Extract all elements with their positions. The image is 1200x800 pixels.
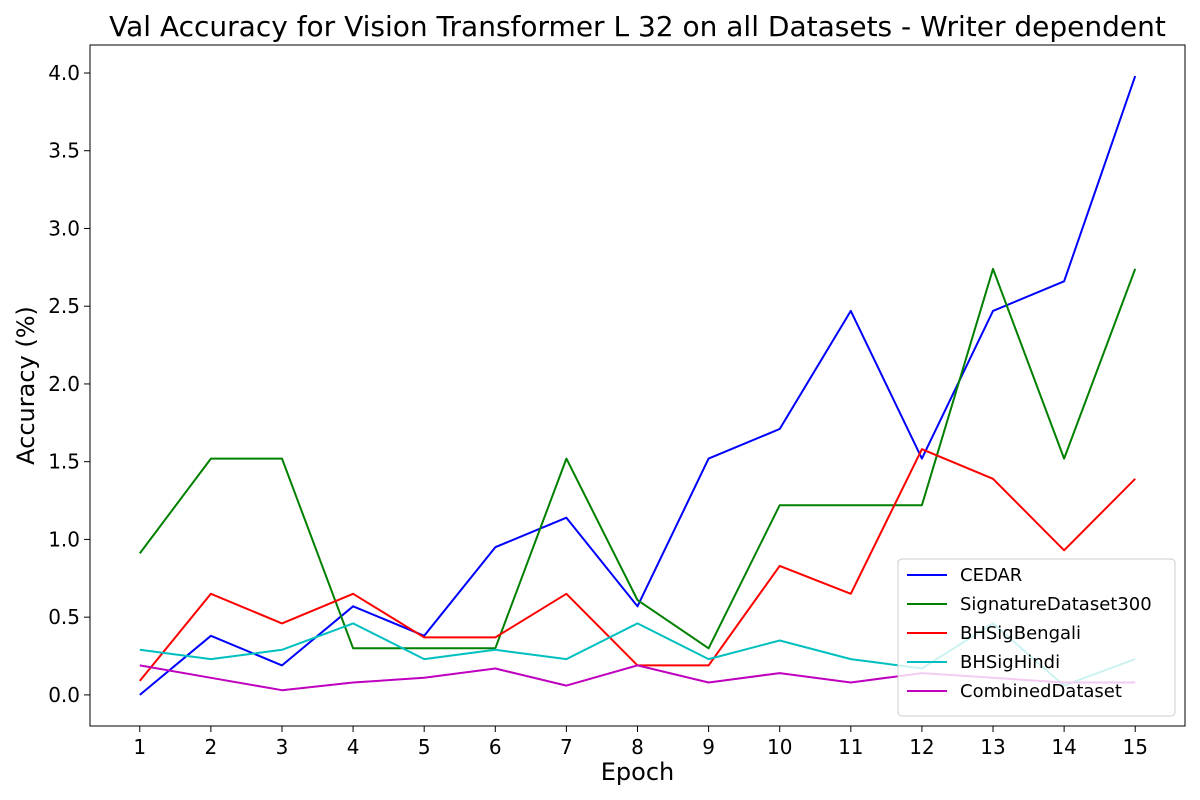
- x-tick-label: 9: [702, 735, 715, 759]
- x-tick-label: 5: [418, 735, 431, 759]
- x-tick-label: 12: [909, 735, 934, 759]
- legend: CEDAR SignatureDataset300 BHSigBengali BHSi…: [897, 558, 1176, 717]
- y-tick-label: 4.0: [48, 61, 80, 85]
- x-tick-label: 1: [133, 735, 146, 759]
- x-tick-label: 15: [1123, 735, 1148, 759]
- y-axis: 0.0 0.5 1.0 1.5 2.0 2.5 3.0 3.5 4.0: [48, 61, 90, 707]
- x-tick-label: 11: [838, 735, 863, 759]
- legend-label: CombinedDataset: [960, 681, 1122, 702]
- x-tick-label: 8: [631, 735, 644, 759]
- series-layer: [139, 75, 1137, 696]
- x-axis-title: Epoch: [601, 758, 675, 786]
- x-tick-label: 7: [560, 735, 573, 759]
- y-tick-label: 1.5: [48, 450, 80, 474]
- series-line-cedar: [139, 75, 1137, 696]
- x-tick-label: 2: [205, 735, 218, 759]
- y-tick-label: 2.0: [48, 372, 80, 396]
- y-tick-label: 2.5: [48, 294, 80, 318]
- x-tick-label: 10: [767, 735, 792, 759]
- y-tick-label: 1.0: [48, 527, 80, 551]
- chart-title: Val Accuracy for Vision Transformer L 32…: [109, 10, 1166, 43]
- y-tick-label: 3.5: [48, 139, 80, 163]
- x-tick-label: 13: [980, 735, 1005, 759]
- y-tick-label: 3.0: [48, 216, 80, 240]
- legend-label: BHSigHindi: [960, 652, 1060, 673]
- legend-box: [897, 558, 1176, 717]
- x-axis: 1 2 3 4 5 6 7 8 9 10 11 12 13 14 15: [133, 726, 1148, 759]
- x-tick-label: 14: [1051, 735, 1076, 759]
- y-tick-label: 0.0: [48, 683, 80, 707]
- y-axis-title: Accuracy (%): [12, 306, 40, 465]
- y-tick-label: 0.5: [48, 605, 80, 629]
- legend-label: CEDAR: [960, 565, 1022, 586]
- x-tick-label: 6: [489, 735, 502, 759]
- legend-label: BHSigBengali: [960, 623, 1081, 644]
- legend-label: SignatureDataset300: [960, 594, 1152, 615]
- x-tick-label: 4: [347, 735, 360, 759]
- x-tick-label: 3: [276, 735, 289, 759]
- series-line-signaturedataset300: [139, 267, 1137, 650]
